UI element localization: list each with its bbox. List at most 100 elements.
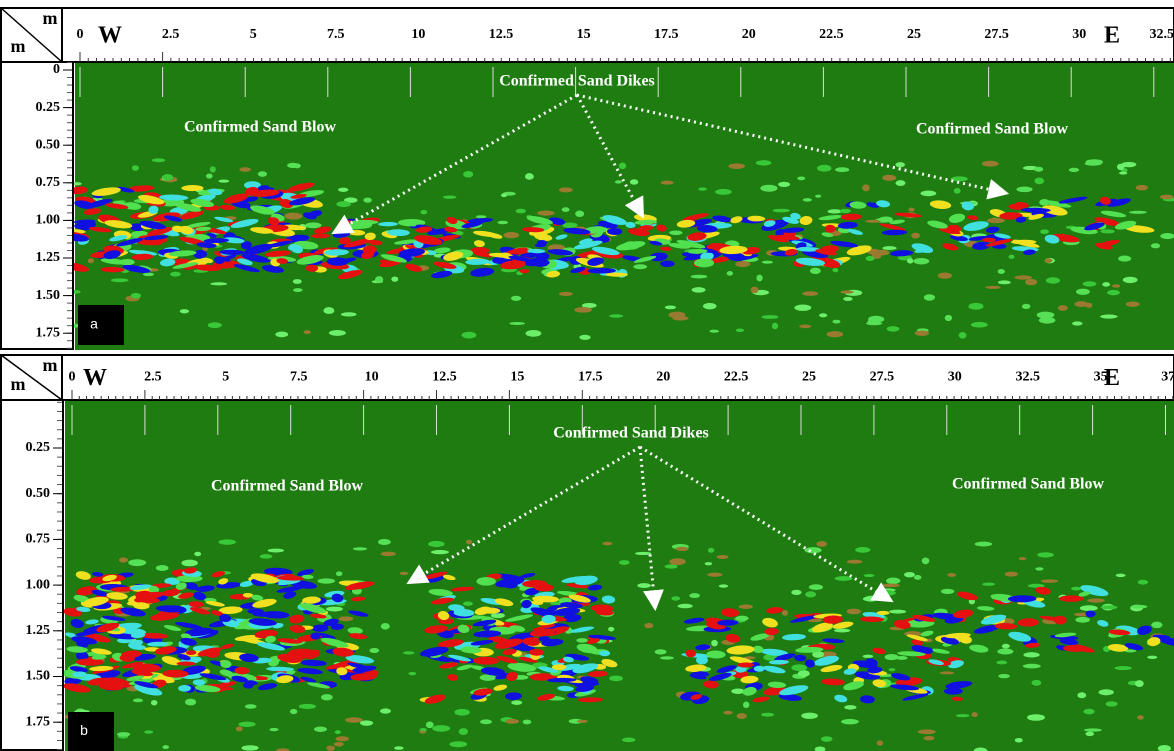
reflector xyxy=(155,605,185,613)
reflector xyxy=(570,266,586,274)
speckle xyxy=(820,736,833,742)
reflector xyxy=(509,248,530,255)
speckle xyxy=(819,313,828,318)
reflector xyxy=(219,204,236,211)
reflector xyxy=(676,240,706,249)
speckle xyxy=(576,719,588,723)
reflector xyxy=(218,578,229,585)
speckle xyxy=(442,195,457,199)
reflector xyxy=(1094,217,1120,226)
x-tick-label: 10 xyxy=(411,27,425,42)
speckle xyxy=(953,187,961,194)
speckle xyxy=(622,737,636,743)
reflector xyxy=(234,666,250,675)
reflector xyxy=(546,270,561,278)
reflector xyxy=(1099,196,1111,205)
speckle xyxy=(608,626,615,632)
reflector xyxy=(526,216,553,225)
x-tick-label: 37.5 xyxy=(1161,370,1174,385)
reflector xyxy=(310,632,321,640)
reflector xyxy=(1023,249,1036,256)
reflector xyxy=(433,261,457,269)
speckle xyxy=(704,562,713,566)
reflector xyxy=(135,591,164,600)
reflector xyxy=(72,671,87,678)
reflector xyxy=(164,577,181,585)
reflector xyxy=(193,249,207,259)
speckle xyxy=(888,668,896,672)
y-tick-label: 0 xyxy=(53,62,60,77)
speckle xyxy=(882,583,900,588)
reflector xyxy=(747,215,766,222)
speckle xyxy=(1077,692,1087,699)
reflector xyxy=(529,628,556,637)
reflector xyxy=(766,607,784,614)
reflector xyxy=(948,660,964,669)
speckle xyxy=(1100,605,1118,610)
speckle xyxy=(1102,282,1111,287)
annotation-dikes: Confirmed Sand Dikes xyxy=(553,425,709,442)
speckle xyxy=(886,326,900,332)
reflector xyxy=(448,654,472,662)
reflector xyxy=(65,632,77,638)
reflector xyxy=(130,632,146,639)
speckle xyxy=(321,694,333,701)
speckle xyxy=(675,546,689,551)
speckle xyxy=(480,719,492,725)
speckle xyxy=(128,559,147,567)
speckle xyxy=(804,547,822,554)
speckle xyxy=(637,583,651,588)
reflector xyxy=(822,615,843,624)
reflector xyxy=(560,602,583,609)
reflector xyxy=(428,588,453,596)
speckle xyxy=(896,655,908,660)
speckle xyxy=(997,268,1005,274)
speckle xyxy=(973,747,988,751)
speckle xyxy=(380,551,396,557)
x-tick-label: 25 xyxy=(907,27,921,42)
annotation-dikes: Confirmed Sand Dikes xyxy=(499,73,655,90)
y-tick-label: 1.50 xyxy=(36,288,61,303)
reflector xyxy=(237,258,253,266)
reflector xyxy=(522,580,547,588)
reflector xyxy=(889,219,906,225)
speckle xyxy=(862,654,874,658)
speckle xyxy=(981,160,999,167)
speckle xyxy=(844,705,857,710)
reflector xyxy=(562,614,582,623)
speckle xyxy=(629,179,639,185)
speckle xyxy=(1134,680,1144,688)
reflector xyxy=(893,619,911,629)
speckle xyxy=(463,170,474,178)
reflector xyxy=(931,648,950,654)
reflector xyxy=(794,654,807,662)
reflector xyxy=(534,261,548,267)
speckle xyxy=(761,260,774,264)
reflector xyxy=(1044,234,1060,244)
reflector xyxy=(894,212,923,218)
x-tick-label: 32.5 xyxy=(1015,370,1040,385)
reflector xyxy=(178,684,191,692)
reflector xyxy=(601,595,616,604)
speckle xyxy=(923,294,936,301)
speckle xyxy=(340,312,357,317)
reflector xyxy=(911,243,934,253)
reflector xyxy=(324,249,349,256)
reflector xyxy=(726,645,755,655)
speckle xyxy=(292,163,301,169)
reflector xyxy=(242,592,254,598)
speckle xyxy=(1014,738,1023,743)
reflector xyxy=(184,567,197,574)
reflector xyxy=(572,663,599,674)
speckle xyxy=(947,572,956,577)
reflector xyxy=(649,240,663,246)
speckle xyxy=(420,209,428,215)
reflector xyxy=(348,633,368,640)
speckle xyxy=(317,578,336,584)
speckle xyxy=(707,572,723,577)
speckle xyxy=(1072,321,1083,326)
reflector xyxy=(507,662,537,672)
speckle xyxy=(462,601,473,606)
speckle xyxy=(778,181,791,187)
reflector xyxy=(84,198,113,209)
